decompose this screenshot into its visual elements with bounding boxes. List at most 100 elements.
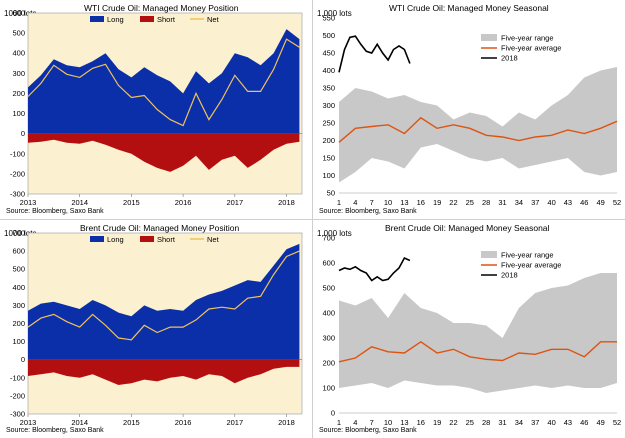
source-note: Source: Bloomberg, Saxo Bank — [319, 208, 417, 215]
current-year-line — [338, 35, 411, 73]
brent-seasonal-panel: Brent Crude Oil: Managed Money Seasonal … — [313, 220, 625, 438]
legend-label: 2018 — [501, 271, 518, 280]
y-tick-label: 600 — [322, 259, 335, 268]
x-tick-label: 2017 — [226, 418, 243, 427]
y-tick-label: 100 — [12, 337, 25, 346]
x-tick-label: 22 — [449, 198, 457, 207]
y-tick-label: 0 — [331, 409, 335, 418]
brent-position-chart: -300 -200 -100 0 100 200 300 400 500 600 700 2013 20… — [10, 229, 303, 427]
y-tick-label: -100 — [10, 373, 25, 382]
five-year-average-line — [338, 116, 618, 143]
wti-seasonal-chart: 50 100 150 200 250 300 350 400 450 500 550 1 4 7 10 13 1… — [322, 14, 621, 208]
brent-position-panel: Brent Crude Oil: Managed Money Position … — [0, 220, 312, 438]
wti-position-chart: -300 -200 -100 0 100 200 300 400 500 600 2013 2014 2… — [10, 9, 303, 207]
y-tick-label: 200 — [322, 359, 335, 368]
five-year-average-line — [338, 340, 617, 363]
x-tick-label: 10 — [384, 198, 392, 207]
x-tick-label: 19 — [433, 418, 441, 427]
y-tick-label: 250 — [322, 119, 335, 128]
y-tick-label: 200 — [322, 136, 335, 145]
x-tick-label: 2016 — [175, 418, 192, 427]
source-note: Source: Bloomberg, Saxo Bank — [6, 427, 104, 434]
x-tick-label: 4 — [353, 418, 357, 427]
y-tick-label: 200 — [12, 89, 25, 98]
legend-label: Long — [107, 15, 124, 24]
y-tick-label: 600 — [12, 247, 25, 256]
x-tick-label: 13 — [400, 198, 408, 207]
wti-position-panel: WTI Crude Oil: Managed Money Position 10… — [0, 0, 312, 219]
x-tick-label: 2015 — [123, 198, 140, 207]
legend-label: Five-year range — [501, 34, 554, 43]
y-tick-label: 200 — [12, 319, 25, 328]
y-tick-label: 400 — [322, 66, 335, 75]
x-tick-label: 2016 — [175, 198, 192, 207]
x-tick-label: 52 — [613, 198, 621, 207]
y-tick-label: 50 — [327, 189, 335, 198]
legend-label: Short — [157, 235, 176, 244]
y-tick-label: 100 — [322, 171, 335, 180]
x-tick-label: 28 — [482, 418, 490, 427]
long-area-series — [28, 243, 300, 360]
x-tick-label: 22 — [449, 418, 457, 427]
legend-swatch — [481, 251, 497, 258]
legend-label: Long — [107, 235, 124, 244]
y-tick-label: 400 — [12, 49, 25, 58]
y-tick-label: 300 — [322, 101, 335, 110]
legend-swatch — [140, 16, 154, 22]
y-tick-label: 100 — [322, 384, 335, 393]
y-tick-label: 550 — [322, 14, 335, 23]
x-tick-label: 2018 — [278, 418, 295, 427]
y-tick-label: -200 — [10, 391, 25, 400]
x-tick-label: 31 — [498, 198, 506, 207]
x-tick-label: 40 — [547, 418, 555, 427]
x-tick-label: 2018 — [278, 198, 295, 207]
x-tick-label: 2013 — [20, 418, 37, 427]
x-tick-label: 16 — [417, 198, 425, 207]
y-unit-label: 1000 lots — [4, 9, 37, 18]
x-tick-label: 43 — [564, 418, 572, 427]
chart-title: Brent Crude Oil: Managed Money Seasonal — [385, 223, 550, 233]
x-tick-label: 7 — [370, 418, 374, 427]
net-line-series — [27, 38, 300, 127]
x-tick-label: 52 — [613, 418, 621, 427]
x-tick-label: 37 — [531, 198, 539, 207]
y-tick-label: -300 — [10, 190, 25, 199]
five-year-range-band — [339, 273, 617, 393]
chart-title: WTI Crude Oil: Managed Money Position — [84, 3, 239, 13]
x-tick-label: 2014 — [71, 418, 88, 427]
legend-label: Net — [207, 15, 220, 24]
chart-title: Brent Crude Oil: Managed Money Position — [80, 223, 240, 233]
x-tick-label: 7 — [370, 198, 374, 207]
net-line-series — [27, 250, 300, 341]
y-tick-label: -300 — [10, 410, 25, 419]
x-tick-label: 43 — [564, 198, 572, 207]
y-tick-label: 400 — [12, 283, 25, 292]
y-tick-label: -200 — [10, 169, 25, 178]
five-year-range-band — [339, 67, 617, 183]
legend-swatch — [481, 34, 497, 41]
x-tick-label: 25 — [466, 198, 474, 207]
y-tick-label: 150 — [322, 154, 335, 163]
legend-label: 2018 — [501, 54, 518, 63]
x-tick-label: 2017 — [226, 198, 243, 207]
legend-label: Net — [207, 235, 220, 244]
x-tick-label: 2014 — [71, 198, 88, 207]
legend-label: Five-year average — [501, 261, 561, 270]
x-tick-label: 19 — [433, 198, 441, 207]
y-unit-label: 1,000 lots — [317, 9, 352, 18]
x-tick-label: 49 — [596, 198, 604, 207]
y-tick-label: 300 — [12, 69, 25, 78]
x-tick-label: 1 — [337, 198, 341, 207]
y-tick-label: 0 — [21, 355, 25, 364]
y-tick-label: 700 — [322, 234, 335, 243]
legend-label: Short — [157, 15, 176, 24]
y-tick-label: 600 — [12, 9, 25, 18]
x-tick-label: 46 — [580, 198, 588, 207]
wti-seasonal-panel: WTI Crude Oil: Managed Money Seasonal 1,… — [313, 0, 625, 219]
legend-label: Five-year range — [501, 251, 554, 260]
x-tick-label: 1 — [337, 418, 341, 427]
x-tick-label: 10 — [384, 418, 392, 427]
x-tick-label: 16 — [417, 418, 425, 427]
legend-swatch — [140, 236, 154, 242]
